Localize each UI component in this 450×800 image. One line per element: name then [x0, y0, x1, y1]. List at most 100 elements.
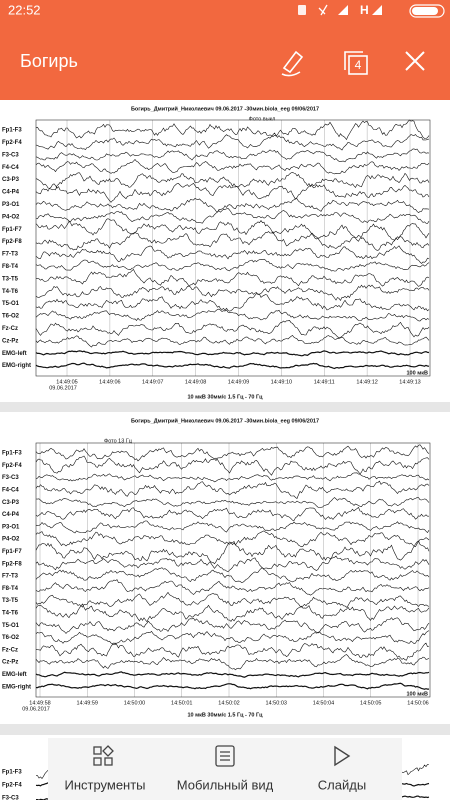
eeg-trace	[35, 603, 430, 623]
slides-label[interactable]: Слайды	[318, 777, 366, 792]
eeg-page: Богирь_Дмитрий_Николаевич 09.06.2017 -30…	[0, 100, 450, 402]
eeg-trace	[35, 520, 430, 534]
eeg-trace	[36, 269, 430, 287]
eeg-trace	[35, 182, 430, 203]
channel-label: T4-T6	[2, 610, 19, 616]
eeg-trace	[35, 231, 430, 251]
channel-label: F3-C3	[2, 475, 19, 481]
app-bar-bg	[0, 0, 450, 100]
filter-footer: 10 мкВ 30мм/с 1.5 Гц - 70 Гц	[187, 712, 263, 718]
photo-note: Фото 13 Гц	[104, 438, 133, 444]
channel-label: Fp1-F7	[2, 227, 22, 233]
time-label: 14:49:10	[271, 379, 292, 385]
channel-label: P4-O2	[2, 537, 20, 543]
eeg-trace	[35, 630, 430, 645]
channel-label: C4-P4	[2, 190, 20, 196]
channel-label: Cz-Pz	[2, 338, 18, 344]
channel-label: F4-C4	[2, 165, 19, 171]
status-time: 22:52	[8, 2, 41, 17]
eeg-trace	[35, 119, 430, 141]
time-label: 14:49:05	[56, 379, 77, 385]
tools-icon[interactable]	[93, 745, 114, 766]
eeg-trace	[35, 455, 430, 476]
eeg-trace	[35, 218, 430, 242]
status-network: H	[360, 3, 369, 17]
plot-frame	[35, 119, 431, 377]
eeg-trace	[35, 308, 430, 322]
channel-label: C4-P4	[2, 512, 20, 518]
channel-label: T4-T6	[2, 289, 19, 295]
eeg-trace	[35, 654, 430, 671]
channel-label: Fp1-F7	[2, 549, 22, 555]
edit-button[interactable]	[281, 50, 304, 77]
time-label: 14:50:01	[171, 700, 192, 706]
time-label: 14:49:08	[185, 379, 206, 385]
eeg-trace	[35, 320, 430, 339]
eeg-trace	[35, 472, 430, 483]
eeg-trace	[35, 258, 430, 272]
slides-icon[interactable]	[334, 745, 351, 767]
pages-button[interactable]	[344, 51, 368, 75]
date-label: 09.06.2017	[49, 385, 77, 391]
channel-label: F8-T4	[2, 264, 19, 270]
time-label: 14:49:06	[99, 379, 120, 385]
time-label: 14:50:04	[313, 700, 334, 706]
channel-label: F7-T3	[2, 252, 19, 258]
channel-label: EMG-left	[2, 351, 27, 357]
eeg-trace	[35, 171, 430, 191]
page-heading: Богирь_Дмитрий_Николаевич 09.06.2017 -30…	[131, 105, 319, 112]
eeg-trace	[35, 334, 430, 348]
eeg-trace	[35, 540, 430, 565]
channel-label: T5-O1	[2, 623, 20, 629]
eeg-trace	[35, 159, 430, 175]
channel-label: P4-O2	[2, 214, 20, 220]
channel-label: F3-C3	[2, 152, 19, 158]
channel-label: C3-P3	[2, 500, 20, 506]
time-label: 14:49:13	[399, 379, 420, 385]
channel-label: T5-O1	[2, 301, 20, 307]
channel-label: Fp2-F8	[2, 561, 22, 567]
page-count: 4	[355, 58, 362, 72]
mobile-view-icon[interactable]	[215, 745, 235, 767]
time-label: 14:49:09	[228, 379, 249, 385]
eeg-trace	[35, 208, 430, 224]
channel-label: T6-O2	[2, 314, 20, 320]
channel-label: Cz-Pz	[2, 660, 18, 666]
status-icons: H	[298, 3, 445, 18]
eeg-trace	[35, 198, 430, 213]
document-title: Богирь	[20, 51, 78, 71]
channel-label: Fp2-F8	[2, 239, 22, 245]
eeg-trace	[35, 148, 430, 163]
toolbar-bg	[48, 738, 402, 800]
eeg-trace	[35, 350, 430, 357]
eeg-trace	[35, 480, 430, 499]
channel-label: C3-P3	[2, 177, 20, 183]
page-heading: Богирь_Дмитрий_Николаевич 09.06.2017 -30…	[131, 417, 319, 424]
channel-label: EMG-right	[2, 363, 31, 369]
close-button[interactable]	[405, 51, 425, 71]
scale-label: 100 мкВ	[407, 691, 429, 697]
eeg-trace	[35, 617, 430, 634]
channel-label: T3-T5	[2, 598, 19, 604]
channel-label: F4-C4	[2, 487, 19, 493]
channel-label: P3-O1	[2, 524, 20, 530]
channel-label: Fp2-F4	[2, 140, 22, 146]
time-label: 14:50:06	[407, 700, 428, 706]
eeg-trace	[35, 642, 430, 661]
eeg-trace	[35, 567, 430, 583]
eeg-trace	[35, 555, 430, 573]
channel-label: Fp1-F3	[2, 770, 22, 776]
eeg-trace	[35, 293, 430, 312]
eeg-trace	[35, 591, 430, 608]
channel-label: Fp1-F3	[2, 128, 22, 134]
channel-label: Fp2-F4	[2, 783, 22, 789]
tools-label[interactable]: Инструменты	[64, 777, 145, 792]
time-label: 14:50:03	[266, 700, 287, 706]
eeg-trace	[35, 444, 430, 462]
channel-label: EMG-right	[2, 684, 31, 690]
time-label: 14:49:07	[142, 379, 163, 385]
channel-label: Fz-Cz	[2, 326, 18, 332]
mobile-view-label[interactable]: Мобильный вид	[177, 777, 274, 792]
eeg-trace	[36, 682, 429, 690]
